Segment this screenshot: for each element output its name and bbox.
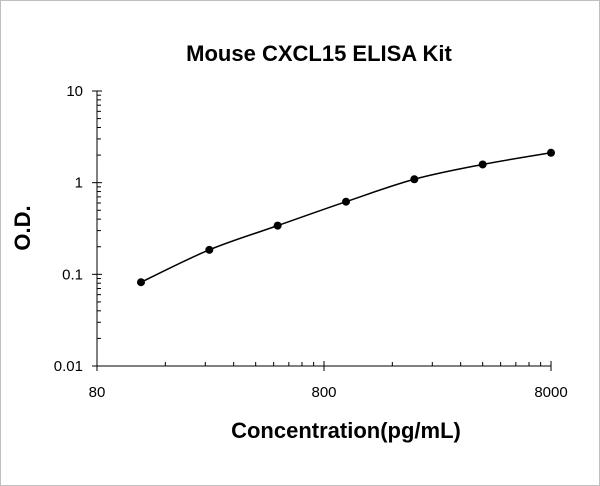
x-tick-label: 8000: [534, 384, 567, 401]
x-tick-label: 80: [89, 384, 106, 401]
y-axis: 0.01 0.1 1 10: [54, 83, 102, 375]
y-tick-label: 1: [75, 175, 83, 192]
chart-title: Mouse CXCL15 ELISA Kit: [186, 41, 452, 66]
data-point: [136, 278, 145, 287]
y-axis-title: O.D.: [10, 205, 35, 250]
data-point: [410, 175, 419, 184]
x-axis-title: Concentration(pg/mL): [231, 418, 461, 443]
y-tick-label: 0.01: [54, 358, 83, 375]
data-point: [205, 245, 214, 254]
data-point: [547, 148, 555, 157]
fit-curve-layer: [140, 152, 552, 283]
data-point: [273, 221, 282, 230]
data-points: [136, 148, 555, 287]
data-point: [341, 197, 350, 206]
y-tick-label: 10: [66, 83, 83, 100]
fit-curve: [140, 152, 552, 283]
data-point: [478, 160, 487, 169]
x-axis: 80 800 8000: [89, 361, 568, 401]
y-tick-label: 0.1: [62, 266, 83, 283]
x-tick-label: 800: [311, 384, 336, 401]
